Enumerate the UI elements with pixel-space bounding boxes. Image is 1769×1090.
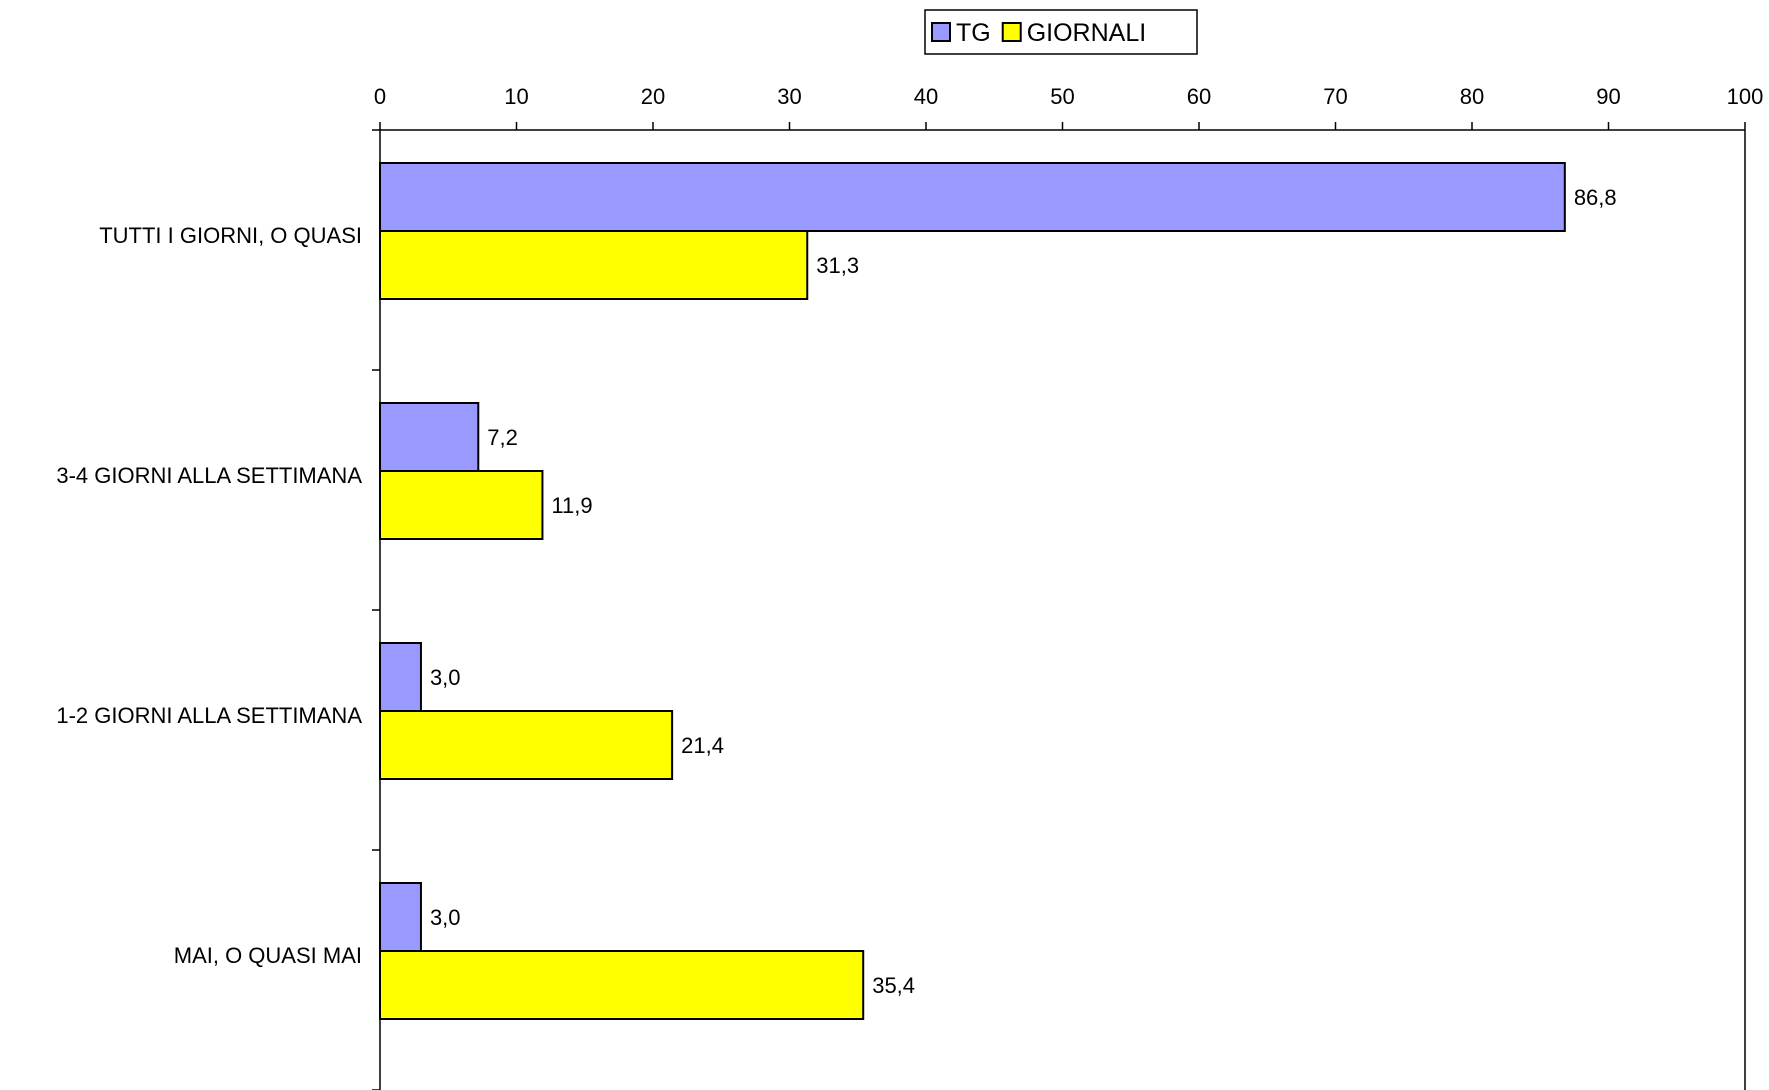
- data-label: 21,4: [681, 733, 724, 758]
- x-tick-label: 40: [914, 84, 938, 109]
- data-label: 11,9: [551, 493, 592, 518]
- bar-giornali: [379, 470, 544, 540]
- data-label: 3,0: [430, 665, 461, 690]
- bar-giornali: [379, 230, 809, 300]
- data-label: 86,8: [1574, 185, 1617, 210]
- x-tick-label: 70: [1323, 84, 1347, 109]
- category-label: MAI, O QUASI MAI: [174, 943, 362, 968]
- bar-giornali: [379, 710, 674, 780]
- x-tick-label: 30: [777, 84, 801, 109]
- bar-tg: [379, 642, 422, 712]
- bar-tg: [379, 162, 1566, 232]
- legend-swatch: [1001, 22, 1022, 42]
- x-tick-label: 0: [374, 84, 386, 109]
- x-tick-label: 20: [641, 84, 665, 109]
- bar-giornali: [379, 950, 865, 1020]
- legend-label: TG: [956, 19, 991, 47]
- bar-tg: [379, 882, 422, 952]
- legend-label: GIORNALI: [1027, 19, 1146, 47]
- data-label: 3,0: [430, 905, 461, 930]
- legend-box: [924, 9, 1198, 55]
- legend-swatch: [931, 22, 951, 42]
- x-tick-label: 80: [1460, 84, 1484, 109]
- x-tick-label: 60: [1187, 84, 1211, 109]
- category-label: 3-4 GIORNI ALLA SETTIMANA: [56, 463, 362, 488]
- bar-tg: [379, 402, 480, 472]
- x-tick-label: 10: [504, 84, 528, 109]
- x-tick-label: 90: [1596, 84, 1620, 109]
- data-label: 31,3: [816, 253, 859, 278]
- data-label: 7,2: [487, 425, 518, 450]
- x-tick-label: 50: [1050, 84, 1074, 109]
- x-tick-label: 100: [1727, 84, 1764, 109]
- category-label: TUTTI I GIORNI, O QUASI: [99, 223, 362, 248]
- data-label: 35,4: [872, 973, 915, 998]
- category-label: 1-2 GIORNI ALLA SETTIMANA: [56, 703, 362, 728]
